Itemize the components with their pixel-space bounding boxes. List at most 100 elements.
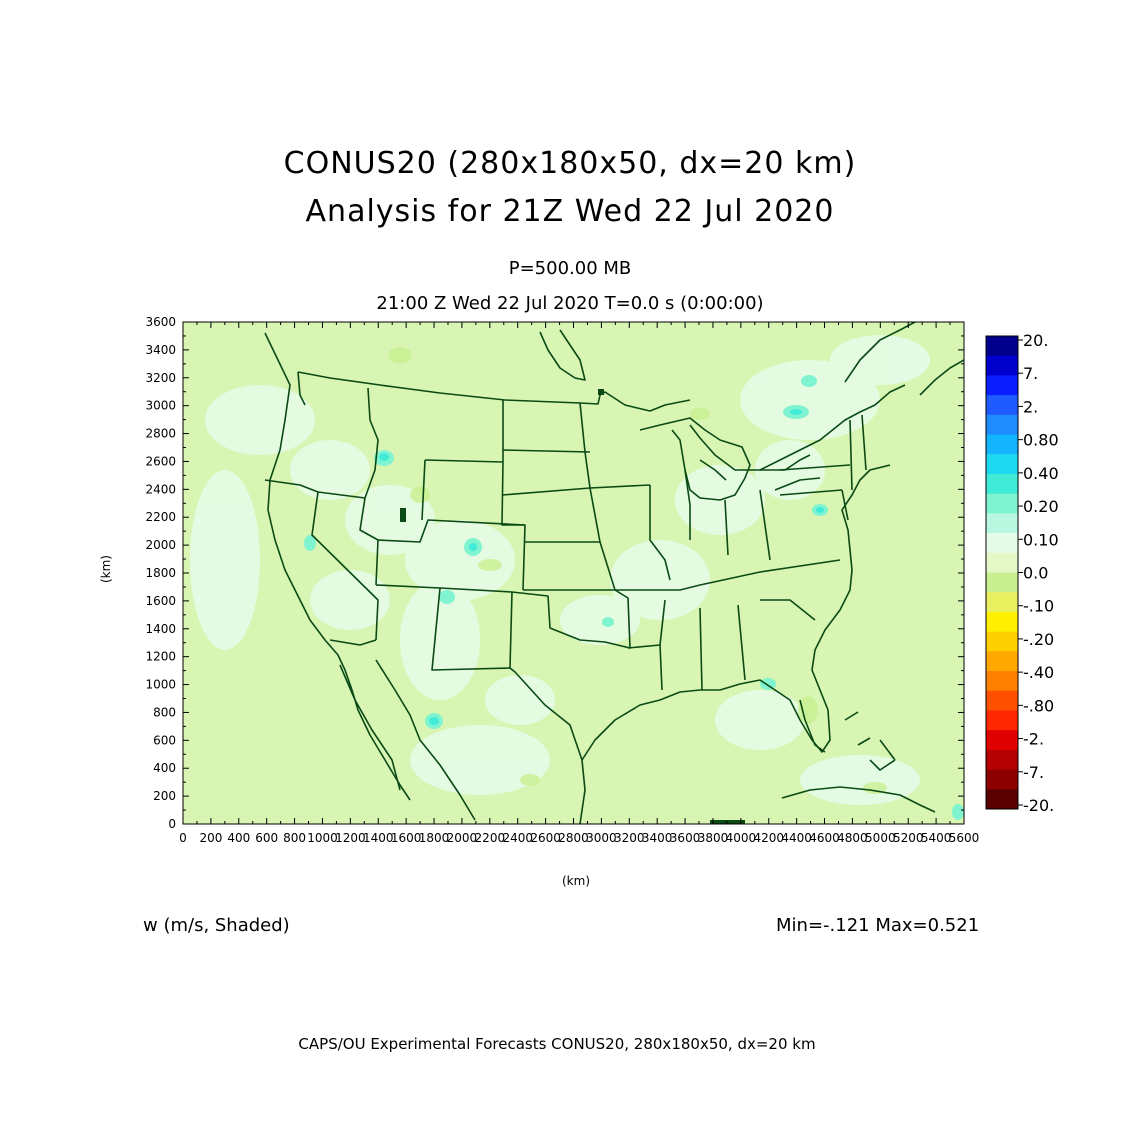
x-tick-label: 2600 xyxy=(530,831,561,845)
y-tick-label: 3000 xyxy=(145,399,176,413)
colorbar-swatch xyxy=(986,710,1018,731)
colorbar-label: -.40 xyxy=(1023,663,1054,682)
colorbar-label: 0.40 xyxy=(1023,464,1059,483)
colorbar-label: 0.20 xyxy=(1023,497,1059,516)
x-axis-tick-labels: 0 200 400 600 800 100012001400160018002000220… xyxy=(179,831,979,845)
x-tick-label: 2200 xyxy=(475,831,506,845)
x-tick-label: 3800 xyxy=(698,831,729,845)
colorbar-label: 0.0 xyxy=(1023,564,1048,583)
colorbar-swatch xyxy=(986,336,1018,357)
x-tick-label: 1400 xyxy=(363,831,394,845)
x-tick-label: 0 xyxy=(179,831,187,845)
colorbar-label: -.80 xyxy=(1023,696,1054,715)
x-tick-label: 800 xyxy=(283,831,306,845)
x-tick-label: 1800 xyxy=(419,831,450,845)
colorbar-label: 7. xyxy=(1023,364,1038,383)
colorbar-swatch xyxy=(986,552,1018,573)
colorbar-swatch xyxy=(986,611,1018,633)
colorbar-swatch xyxy=(986,572,1018,593)
x-tick-label: 400 xyxy=(227,831,250,845)
colorbar-swatch xyxy=(986,375,1018,396)
colorbar-swatch xyxy=(986,690,1018,711)
colorbar-swatch xyxy=(986,789,1018,810)
colorbar-swatch xyxy=(986,631,1018,652)
colorbar-swatch xyxy=(986,473,1018,495)
colorbar-label: 0.10 xyxy=(1023,530,1059,549)
x-tick-label: 5200 xyxy=(893,831,924,845)
valid-time-label: 21:00 Z Wed 22 Jul 2020 T=0.0 s (0:00:00… xyxy=(376,293,764,314)
map-title-line1: CONUS20 (280x180x50, dx=20 km) xyxy=(283,146,857,181)
x-tick-label: 5600 xyxy=(949,831,980,845)
y-axis-tick-labels: 0 200 400 600 800 1000 1200 1400 1600 1800 2000 220… xyxy=(145,315,176,831)
state-and-coast-outlines xyxy=(264,322,964,824)
colorbar-swatch xyxy=(986,414,1018,436)
x-axis-unit-label: (km) xyxy=(562,874,591,888)
colorbar-swatch xyxy=(986,592,1018,613)
y-tick-label: 2800 xyxy=(145,427,176,441)
colorbar-label: 0.80 xyxy=(1023,431,1059,450)
colorbar-swatch xyxy=(986,533,1018,554)
y-tick-label: 2600 xyxy=(145,454,176,468)
colorbar-swatch xyxy=(986,454,1018,475)
x-tick-label: 5000 xyxy=(865,831,896,845)
y-tick-label: 0 xyxy=(168,817,176,831)
x-tick-label: 4000 xyxy=(726,831,757,845)
x-tick-label: 2800 xyxy=(558,831,589,845)
shaded-field xyxy=(190,322,964,824)
y-tick-label: 2200 xyxy=(145,510,176,524)
x-tick-label: 1200 xyxy=(335,831,366,845)
colorbar-swatch xyxy=(986,395,1018,416)
x-tick-label: 600 xyxy=(255,831,278,845)
field-label: w (m/s, Shaded) xyxy=(143,915,290,936)
y-tick-label: 1200 xyxy=(145,650,176,664)
colorbar-label: -7. xyxy=(1023,763,1044,782)
colorbar-swatch xyxy=(986,671,1018,692)
colorbar-label: 20. xyxy=(1023,331,1048,350)
x-tick-label: 5400 xyxy=(921,831,952,845)
y-tick-label: 3400 xyxy=(145,343,176,357)
colorbar-swatch xyxy=(986,434,1018,455)
x-tick-label: 4600 xyxy=(809,831,840,845)
colorbar-swatch xyxy=(986,730,1018,751)
y-tick-label: 1000 xyxy=(145,678,176,692)
x-tick-label: 4800 xyxy=(837,831,868,845)
min-max-label: Min=-.121 Max=0.521 xyxy=(776,915,980,936)
colorbar-swatch xyxy=(986,355,1018,376)
y-tick-label: 200 xyxy=(153,789,176,803)
x-tick-label: 4200 xyxy=(753,831,784,845)
x-tick-label: 200 xyxy=(199,831,222,845)
x-tick-label: 3200 xyxy=(614,831,645,845)
footer-credit: CAPS/OU Experimental Forecasts CONUS20, … xyxy=(298,1035,816,1053)
x-tick-label: 3600 xyxy=(670,831,701,845)
y-tick-label: 2400 xyxy=(145,482,176,496)
y-tick-label: 3600 xyxy=(145,315,176,329)
colorbar-label: -2. xyxy=(1023,730,1044,749)
x-tick-label: 1000 xyxy=(307,831,338,845)
y-tick-label: 2000 xyxy=(145,538,176,552)
y-tick-label: 400 xyxy=(153,761,176,775)
x-tick-label: 2000 xyxy=(447,831,478,845)
colorbar-label: -20. xyxy=(1023,796,1054,815)
colorbar-swatch xyxy=(986,651,1018,672)
colorbar: 20. 7. 2. 0.80 0.40 0.20 0.10 0.0 -.10 -.20 -.40 -.… xyxy=(985,331,1059,815)
x-tick-label: 4400 xyxy=(781,831,812,845)
colorbar-label: -.20 xyxy=(1023,630,1054,649)
x-tick-label: 3400 xyxy=(642,831,673,845)
map-title-line2: Analysis for 21Z Wed 22 Jul 2020 xyxy=(305,194,835,229)
y-axis-unit-label: (km) xyxy=(99,554,114,584)
axis-tick-marks xyxy=(182,321,965,825)
y-tick-label: 3200 xyxy=(145,371,176,385)
colorbar-swatch xyxy=(986,769,1018,790)
x-tick-label: 1600 xyxy=(391,831,422,845)
colorbar-label: -.10 xyxy=(1023,597,1054,616)
x-tick-label: 2400 xyxy=(502,831,533,845)
pressure-level-label: P=500.00 MB xyxy=(508,258,632,279)
colorbar-swatch xyxy=(986,513,1018,534)
y-tick-label: 1400 xyxy=(145,622,176,636)
colorbar-label: 2. xyxy=(1023,397,1038,416)
y-tick-label: 600 xyxy=(153,733,176,747)
y-tick-label: 1600 xyxy=(145,594,176,608)
y-tick-label: 800 xyxy=(153,705,176,719)
colorbar-swatch xyxy=(986,749,1018,771)
